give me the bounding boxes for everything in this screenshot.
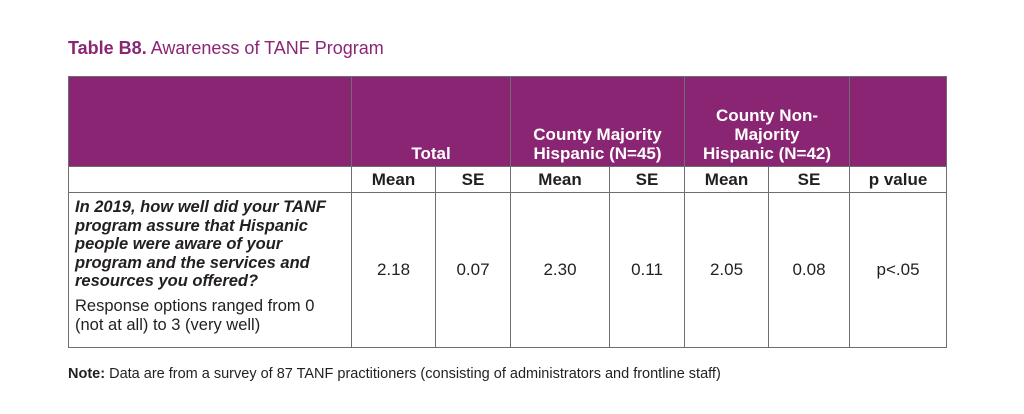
note-text: Data are from a survey of 87 TANF practi… xyxy=(109,366,721,382)
col-header-non-majority-mean: Mean xyxy=(684,166,770,193)
total-mean-value: 2.18 xyxy=(351,192,436,348)
non-majority-mean-value: 2.05 xyxy=(684,192,770,348)
group-header-total: Total xyxy=(350,76,512,167)
majority-se-value: 0.11 xyxy=(609,192,686,348)
col-header-majority-mean: Mean xyxy=(510,166,611,193)
awareness-table: Total County Majority Hispanic (N=45) Co… xyxy=(68,76,948,348)
table-row: In 2019, how well did your TANF program … xyxy=(68,192,948,348)
group-header-row: Total County Majority Hispanic (N=45) Co… xyxy=(68,76,948,167)
table-note: Note: Data are from a survey of 87 TANF … xyxy=(68,365,721,383)
header-blank-p xyxy=(849,76,948,167)
question-text: In 2019, how well did your TANF program … xyxy=(75,198,326,290)
table-caption: Table B8. Awareness of TANF Program xyxy=(68,37,384,59)
col-header-non-majority-se: SE xyxy=(768,166,851,193)
sub-header-blank xyxy=(68,166,352,193)
group-header-majority-hispanic: County Majority Hispanic (N=45) xyxy=(510,76,686,167)
non-majority-se-value: 0.08 xyxy=(768,192,851,348)
table-number: Table B8. xyxy=(68,38,147,58)
total-se-value: 0.07 xyxy=(434,192,512,348)
col-header-p-value: p value xyxy=(849,166,948,193)
majority-mean-value: 2.30 xyxy=(510,192,611,348)
table-title: Awareness of TANF Program xyxy=(150,38,384,58)
question-cell: In 2019, how well did your TANF program … xyxy=(68,192,352,348)
note-label: Note: xyxy=(68,366,106,382)
group-header-non-majority-hispanic: County Non-Majority Hispanic (N=42) xyxy=(684,76,851,167)
sub-header-row: Mean SE Mean SE Mean SE p value xyxy=(68,166,948,193)
col-header-total-se: SE xyxy=(434,166,512,193)
p-value: p<.05 xyxy=(849,192,948,348)
col-header-majority-se: SE xyxy=(609,166,686,193)
response-range-note: Response options ranged from 0 (not at a… xyxy=(75,296,315,334)
col-header-total-mean: Mean xyxy=(351,166,436,193)
header-blank xyxy=(68,76,352,167)
